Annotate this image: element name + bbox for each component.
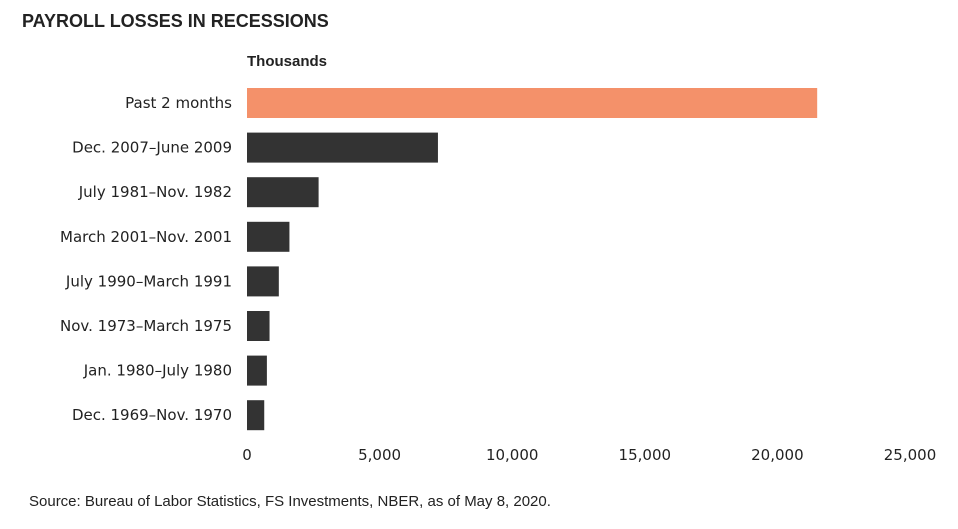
- x-axis-tick-labels: 0 5,000 10,000 15,000 20,000 25,000: [242, 446, 936, 464]
- bar-5: [247, 311, 270, 341]
- chart-title: PAYROLL LOSSES IN RECESSIONS: [22, 11, 329, 31]
- unit-label: Thousands: [247, 53, 327, 70]
- x-tick-label-1: 5,000: [358, 446, 401, 464]
- bar-3: [247, 221, 290, 252]
- x-tick-label-4: 20,000: [751, 446, 804, 464]
- source-note: Source: Bureau of Labor Statistics, FS I…: [29, 493, 551, 510]
- bars-group: [247, 88, 818, 431]
- bar-4: [247, 266, 279, 297]
- x-tick-label-5: 25,000: [884, 446, 937, 464]
- bar-0: [247, 88, 818, 118]
- category-label-7: Dec. 1969–Nov. 1970: [72, 406, 232, 424]
- category-label-4: July 1990–March 1991: [65, 272, 232, 290]
- bar-7: [247, 400, 265, 431]
- category-labels: Past 2 months Dec. 2007–June 2009 July 198…: [60, 94, 232, 424]
- category-label-6: Jan. 1980–July 1980: [83, 362, 232, 380]
- bar-1: [247, 132, 438, 163]
- x-tick-label-3: 15,000: [619, 446, 672, 464]
- x-tick-label-2: 10,000: [486, 446, 539, 464]
- category-label-0: Past 2 months: [125, 94, 232, 112]
- bar-2: [247, 177, 319, 208]
- x-tick-label-0: 0: [242, 446, 252, 464]
- category-label-3: March 2001–Nov. 2001: [60, 228, 232, 246]
- bar-6: [247, 355, 267, 386]
- category-label-5: Nov. 1973–March 1975: [60, 317, 232, 335]
- category-label-1: Dec. 2007–June 2009: [72, 139, 232, 157]
- category-label-2: July 1981–Nov. 1982: [78, 183, 232, 201]
